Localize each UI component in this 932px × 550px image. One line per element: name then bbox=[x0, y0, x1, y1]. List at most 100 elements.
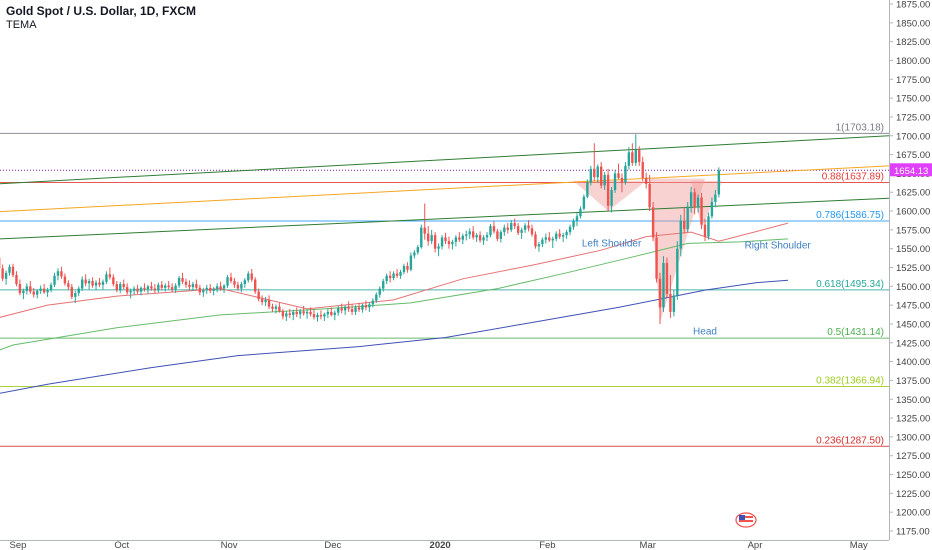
candle[interactable] bbox=[406, 262, 409, 273]
candle[interactable] bbox=[492, 221, 496, 234]
candle[interactable] bbox=[91, 277, 94, 288]
candle[interactable] bbox=[413, 250, 416, 259]
candle[interactable] bbox=[229, 272, 233, 284]
candle[interactable] bbox=[94, 280, 98, 291]
candle[interactable] bbox=[465, 230, 468, 241]
candle[interactable] bbox=[361, 303, 364, 313]
candle[interactable] bbox=[250, 269, 253, 282]
candle[interactable] bbox=[11, 263, 15, 278]
candle[interactable] bbox=[437, 243, 440, 257]
candle[interactable] bbox=[471, 226, 475, 240]
candle[interactable] bbox=[105, 271, 108, 285]
candle[interactable] bbox=[115, 281, 118, 293]
candle[interactable] bbox=[433, 232, 437, 253]
candle[interactable] bbox=[385, 273, 388, 285]
candle[interactable] bbox=[482, 235, 485, 245]
candle[interactable] bbox=[257, 288, 260, 302]
candle[interactable] bbox=[202, 287, 205, 297]
candle[interactable] bbox=[49, 282, 53, 293]
candle[interactable] bbox=[506, 223, 509, 234]
candle[interactable] bbox=[620, 173, 624, 193]
candle[interactable] bbox=[215, 283, 219, 293]
candle[interactable] bbox=[125, 283, 129, 295]
candle[interactable] bbox=[160, 281, 163, 291]
candle[interactable] bbox=[56, 268, 60, 281]
candle[interactable] bbox=[648, 174, 651, 212]
candle[interactable] bbox=[485, 232, 489, 242]
candle[interactable] bbox=[676, 241, 679, 300]
candle[interactable] bbox=[209, 284, 212, 294]
candle[interactable] bbox=[146, 284, 150, 294]
candle[interactable] bbox=[593, 143, 596, 181]
candle[interactable] bbox=[177, 275, 181, 288]
candle[interactable] bbox=[555, 231, 558, 242]
candle[interactable] bbox=[101, 279, 105, 290]
candle[interactable] bbox=[572, 218, 575, 230]
candle[interactable] bbox=[534, 231, 537, 249]
candle[interactable] bbox=[458, 232, 461, 242]
candle[interactable] bbox=[292, 309, 295, 321]
candle[interactable] bbox=[309, 307, 312, 317]
candle[interactable] bbox=[260, 295, 264, 306]
candle[interactable] bbox=[25, 283, 29, 295]
candle[interactable] bbox=[319, 310, 323, 320]
candle[interactable] bbox=[153, 284, 157, 294]
candle[interactable] bbox=[420, 224, 423, 249]
candle[interactable] bbox=[312, 309, 316, 320]
candle[interactable] bbox=[475, 232, 478, 242]
candle[interactable] bbox=[686, 202, 689, 233]
candle[interactable] bbox=[264, 296, 267, 306]
candle[interactable] bbox=[181, 272, 184, 285]
candle[interactable] bbox=[243, 278, 247, 288]
candle[interactable] bbox=[665, 257, 669, 298]
candle[interactable] bbox=[87, 278, 91, 290]
candle[interactable] bbox=[364, 300, 368, 311]
candle[interactable] bbox=[513, 218, 516, 230]
candle[interactable] bbox=[254, 277, 257, 294]
candle[interactable] bbox=[302, 305, 305, 316]
candle[interactable] bbox=[451, 239, 454, 250]
candle[interactable] bbox=[42, 284, 46, 294]
candle[interactable] bbox=[658, 272, 662, 324]
candle[interactable] bbox=[499, 229, 503, 243]
candle[interactable] bbox=[333, 310, 336, 321]
candle[interactable] bbox=[537, 241, 541, 252]
candle[interactable] bbox=[634, 134, 637, 166]
candle[interactable] bbox=[641, 156, 644, 181]
candle[interactable] bbox=[530, 224, 534, 237]
candle[interactable] bbox=[81, 276, 84, 291]
candle[interactable] bbox=[516, 223, 520, 236]
candle[interactable] bbox=[510, 220, 513, 233]
candle[interactable] bbox=[340, 303, 343, 314]
candle[interactable] bbox=[651, 202, 655, 242]
candle[interactable] bbox=[596, 164, 599, 183]
candle[interactable] bbox=[707, 212, 710, 240]
candle[interactable] bbox=[603, 171, 606, 190]
candle[interactable] bbox=[416, 244, 420, 255]
candle[interactable] bbox=[205, 284, 208, 294]
candle[interactable] bbox=[683, 207, 686, 234]
candle[interactable] bbox=[98, 278, 101, 288]
candle[interactable] bbox=[382, 278, 385, 292]
candle[interactable] bbox=[288, 308, 291, 318]
candle[interactable] bbox=[278, 302, 281, 313]
candle[interactable] bbox=[565, 229, 568, 239]
candle[interactable] bbox=[29, 281, 32, 294]
candle[interactable] bbox=[139, 286, 143, 296]
candle[interactable] bbox=[170, 283, 174, 293]
candle[interactable] bbox=[195, 279, 198, 290]
candle[interactable] bbox=[624, 162, 627, 185]
candle[interactable] bbox=[226, 275, 229, 288]
candle[interactable] bbox=[610, 186, 613, 213]
candle[interactable] bbox=[136, 284, 139, 294]
candle[interactable] bbox=[198, 284, 202, 296]
candle[interactable] bbox=[219, 281, 222, 291]
candle[interactable] bbox=[423, 203, 426, 240]
candle[interactable] bbox=[371, 298, 375, 308]
candle[interactable] bbox=[164, 283, 167, 292]
candle[interactable] bbox=[347, 301, 350, 312]
candle[interactable] bbox=[672, 290, 676, 317]
candle[interactable] bbox=[18, 279, 22, 296]
candle[interactable] bbox=[447, 236, 451, 249]
